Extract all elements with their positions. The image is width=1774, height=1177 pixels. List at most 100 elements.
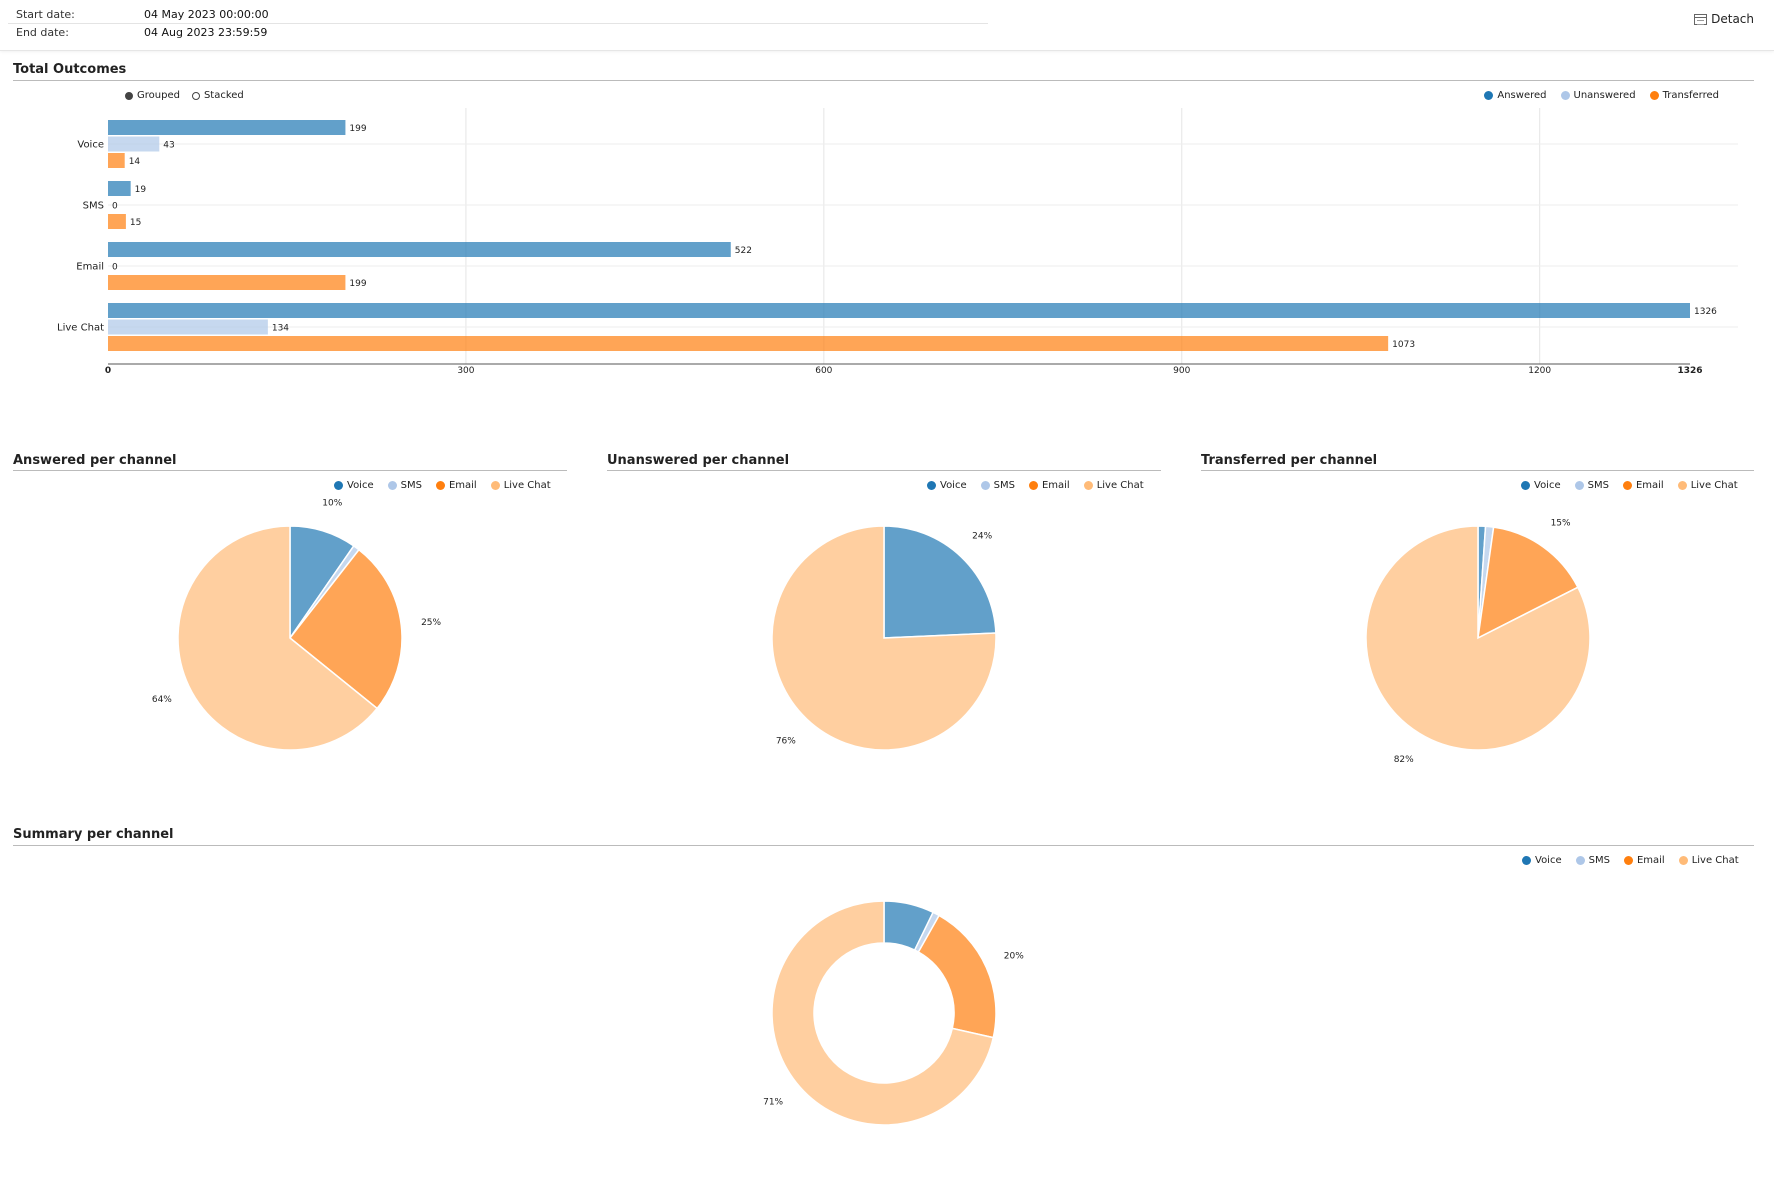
legend-voice[interactable]: Voice <box>1521 480 1561 491</box>
slice-sms[interactable] <box>913 911 941 954</box>
bar-legend: Answered Unanswered Transferred <box>1484 90 1719 101</box>
transferred-legend: Voice SMS Email Live Chat <box>1521 480 1738 491</box>
bar-value-label: 19 <box>135 185 147 195</box>
legend-email[interactable]: Email <box>435 480 477 491</box>
live-chat-dot-icon <box>1677 481 1687 490</box>
slice-live-chat[interactable] <box>177 525 379 751</box>
stacked-radio-icon <box>191 91 200 100</box>
slice-email[interactable] <box>1477 526 1579 640</box>
legend-unanswered-label: Unanswered <box>1573 90 1636 101</box>
end-date-value: 04 Aug 2023 23:59:59 <box>144 26 268 39</box>
slice-percent-label: 25% <box>421 618 441 628</box>
bar-value-label: 199 <box>349 124 366 134</box>
unanswered-per-channel-title: Unanswered per channel <box>607 453 790 468</box>
bar-value-label: 0 <box>112 202 118 212</box>
slice-voice[interactable] <box>1477 525 1487 639</box>
bar-answered-live-chat[interactable] <box>108 303 1690 318</box>
bar-transferred-sms[interactable] <box>108 214 126 229</box>
legend-label: Email <box>1635 480 1664 491</box>
legend-voice[interactable]: Voice <box>927 480 967 491</box>
legend-label: SMS <box>400 480 422 491</box>
legend-voice[interactable]: Voice <box>334 480 374 491</box>
slice-percent-label: 64% <box>152 695 172 705</box>
slice-voice[interactable] <box>289 525 355 641</box>
legend-transferred[interactable]: Transferred <box>1649 90 1719 101</box>
slice-percent-label: 10% <box>322 498 342 508</box>
bar-unanswered-live-chat[interactable] <box>108 319 268 335</box>
date-range-header: Start date: 04 May 2023 00:00:00 End dat… <box>0 0 1774 51</box>
legend-email[interactable]: Email <box>1028 480 1070 491</box>
live-chat-dot-icon <box>1083 481 1093 490</box>
voice-dot-icon <box>927 481 936 490</box>
bar-value-label: 134 <box>272 324 289 334</box>
bar-gridlines <box>108 108 1738 364</box>
slice-email[interactable] <box>288 548 403 710</box>
bar-value-label: 522 <box>735 246 752 256</box>
bar-value-label: 199 <box>349 279 366 289</box>
legend-email[interactable]: Email <box>1622 480 1664 491</box>
slice-voice[interactable] <box>883 900 935 952</box>
legend-email[interactable]: Email <box>1623 855 1665 866</box>
bar-value-label: 1326 <box>1694 307 1717 317</box>
total-outcomes-bar-chart: Voice 199 43 14 SMS 19 0 15 Email 522 0 199 Live Cha… <box>57 108 1738 376</box>
category-label-voice: Voice <box>77 140 104 151</box>
slice-live-chat[interactable] <box>771 900 995 1126</box>
live-chat-dot-icon <box>490 481 500 490</box>
legend-live-chat[interactable]: Live Chat <box>1677 480 1738 491</box>
legend-label: Live Chat <box>1690 480 1738 491</box>
legend-label: Voice <box>940 480 967 491</box>
detach-button[interactable]: Detach <box>1694 12 1754 26</box>
legend-live-chat[interactable]: Live Chat <box>1678 855 1739 866</box>
legend-unanswered[interactable]: Unanswered <box>1560 90 1636 101</box>
slice-sms[interactable] <box>289 544 360 639</box>
slice-sms[interactable] <box>1477 525 1495 639</box>
unanswered-per-channel-pie: 24% 76% <box>771 525 997 751</box>
legend-sms[interactable]: SMS <box>387 480 422 491</box>
slice-voice[interactable] <box>883 525 997 639</box>
stacked-option[interactable]: Stacked <box>191 90 244 101</box>
bar-value-label: 0 <box>112 263 118 273</box>
bar-transferred-live-chat[interactable] <box>108 336 1389 351</box>
voice-dot-icon <box>1521 481 1530 490</box>
email-dot-icon <box>1028 481 1038 490</box>
stacked-label: Stacked <box>203 90 244 101</box>
legend-sms[interactable]: SMS <box>980 480 1015 491</box>
legend-live-chat[interactable]: Live Chat <box>1083 480 1144 491</box>
unanswered-legend: Voice SMS Email Live Chat <box>927 480 1144 491</box>
transferred-per-channel-pie: 15% 82% <box>1365 518 1591 765</box>
x-tick-label: 1200 <box>1528 366 1551 376</box>
legend-sms[interactable]: SMS <box>1575 855 1610 866</box>
transferred-dot-icon <box>1649 91 1659 100</box>
sms-dot-icon <box>980 481 990 490</box>
summary-per-channel-pie: 20% 71% <box>763 900 1024 1126</box>
bar-value-label: 14 <box>129 157 141 167</box>
grouped-radio-icon <box>125 91 133 100</box>
grouped-option[interactable]: Grouped <box>125 90 180 101</box>
legend-answered[interactable]: Answered <box>1484 90 1547 101</box>
legend-label: Live Chat <box>1691 855 1739 866</box>
bar-unanswered-voice[interactable] <box>108 136 160 152</box>
legend-sms[interactable]: SMS <box>1574 480 1609 491</box>
category-label-email: Email <box>76 262 104 273</box>
live-chat-dot-icon <box>1678 856 1688 865</box>
summary-rule <box>13 845 1754 846</box>
bar-value-label: 15 <box>130 218 141 228</box>
legend-label: SMS <box>993 480 1015 491</box>
x-tick-label: 0 <box>105 366 111 376</box>
bar-answered-sms[interactable] <box>108 181 131 196</box>
legend-live-chat[interactable]: Live Chat <box>490 480 551 491</box>
bar-answered-voice[interactable] <box>108 120 346 135</box>
legend-label: Voice <box>1534 480 1561 491</box>
slice-live-chat[interactable] <box>771 525 997 751</box>
total-outcomes-title: Total Outcomes <box>13 62 127 77</box>
legend-answered-label: Answered <box>1497 90 1547 101</box>
legend-transferred-label: Transferred <box>1662 90 1719 101</box>
slice-email[interactable] <box>917 914 997 1039</box>
legend-voice[interactable]: Voice <box>1522 855 1562 866</box>
category-label-live-chat: Live Chat <box>57 323 104 334</box>
bar-transferred-email[interactable] <box>108 275 346 290</box>
slice-live-chat[interactable] <box>1365 525 1591 751</box>
bar-transferred-voice[interactable] <box>108 153 125 168</box>
bar-answered-email[interactable] <box>108 242 731 257</box>
